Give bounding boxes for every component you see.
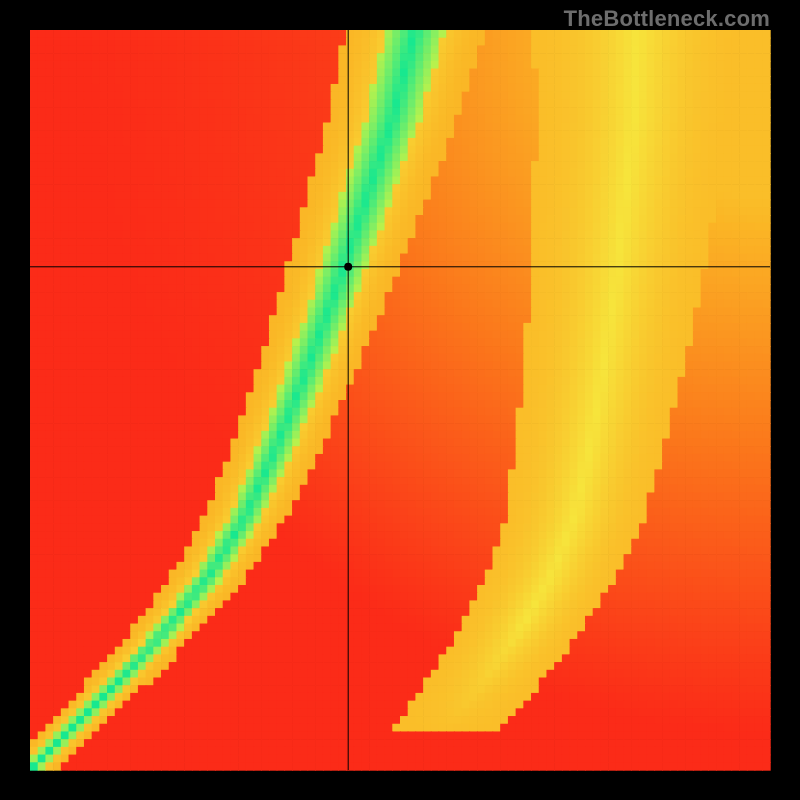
chart-container: TheBottleneck.com: [0, 0, 800, 800]
heatmap-canvas: [0, 0, 800, 800]
watermark-text: TheBottleneck.com: [564, 6, 770, 32]
